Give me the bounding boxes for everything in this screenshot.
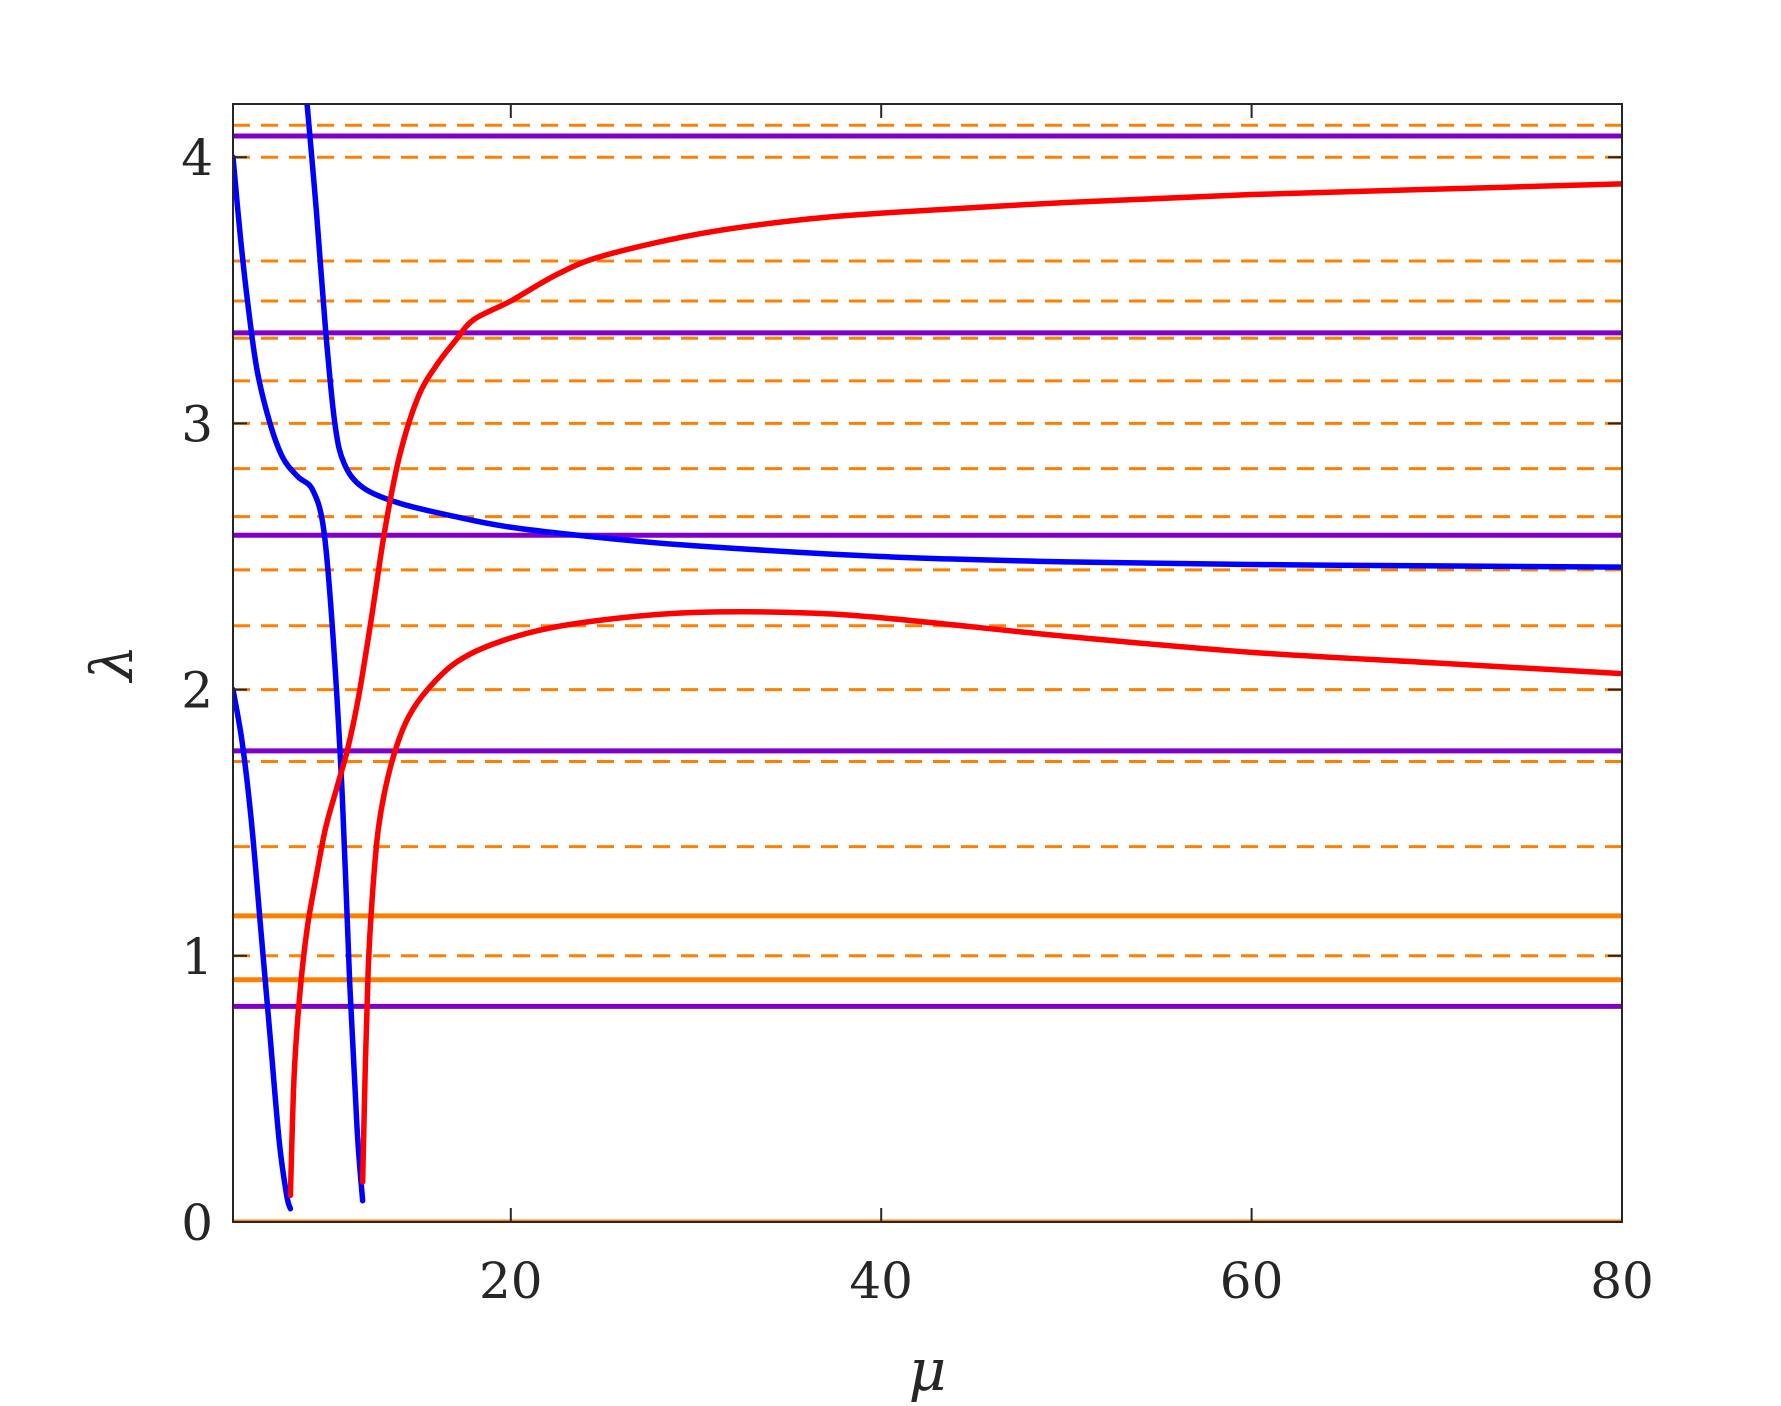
x-tick-label-20: 20 bbox=[479, 1252, 543, 1310]
x-axis-label: μ bbox=[909, 1336, 947, 1404]
x-tick-label-80: 80 bbox=[1590, 1252, 1654, 1310]
plot-frame bbox=[232, 103, 1623, 1223]
x-tick-label-40: 40 bbox=[849, 1252, 913, 1310]
ticks: 20 40 60 80 0 1 2 3 4 bbox=[181, 104, 1654, 1310]
y-tick-label-4: 4 bbox=[181, 129, 213, 187]
y-tick-label-3: 3 bbox=[181, 395, 213, 453]
blue-series-0 bbox=[233, 686, 294, 1212]
x-tick-label-60: 60 bbox=[1220, 1252, 1284, 1310]
red-series-3 bbox=[287, 181, 1622, 1199]
y-axis-label: λ bbox=[78, 645, 146, 684]
blue-series-2 bbox=[304, 104, 1622, 570]
red-series-4 bbox=[359, 609, 1622, 1185]
y-tick-label-2: 2 bbox=[181, 662, 213, 720]
series-layer bbox=[233, 104, 1622, 1212]
reference-lines bbox=[233, 123, 1622, 1222]
axes bbox=[232, 103, 1623, 1223]
blue-series-1 bbox=[233, 154, 366, 1204]
y-tick-label-0: 0 bbox=[181, 1194, 213, 1252]
y-tick-label-1: 1 bbox=[181, 928, 213, 986]
